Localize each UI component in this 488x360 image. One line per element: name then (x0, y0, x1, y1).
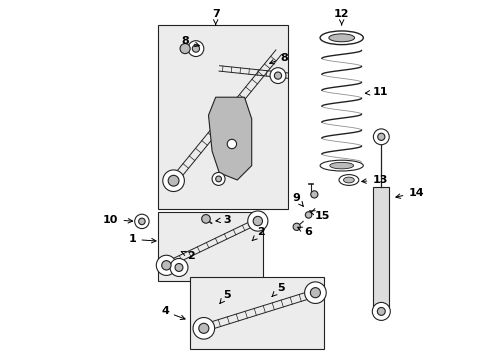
Circle shape (215, 176, 221, 182)
Ellipse shape (328, 34, 354, 42)
Circle shape (310, 191, 317, 198)
Circle shape (199, 323, 208, 333)
Text: 11: 11 (365, 87, 387, 97)
Circle shape (162, 261, 171, 270)
Ellipse shape (320, 160, 363, 171)
Text: 14: 14 (395, 188, 423, 198)
Circle shape (134, 214, 149, 229)
Text: 5: 5 (271, 283, 284, 297)
Circle shape (253, 216, 262, 226)
Text: 3: 3 (216, 215, 230, 225)
Bar (158, 25, 287, 209)
Circle shape (201, 215, 210, 223)
Circle shape (377, 133, 384, 140)
Circle shape (269, 68, 285, 84)
Text: 8: 8 (269, 53, 287, 64)
Ellipse shape (320, 31, 363, 45)
Circle shape (274, 72, 281, 79)
Circle shape (193, 318, 214, 339)
Circle shape (212, 172, 224, 185)
Text: 10: 10 (103, 215, 132, 225)
Circle shape (180, 44, 190, 54)
Bar (373, 187, 388, 308)
Text: 5: 5 (220, 290, 230, 303)
Text: 2: 2 (181, 251, 194, 261)
Circle shape (247, 211, 267, 231)
Circle shape (170, 258, 187, 276)
Circle shape (187, 41, 203, 57)
Circle shape (304, 282, 325, 303)
Circle shape (227, 139, 236, 149)
Circle shape (168, 175, 179, 186)
Circle shape (373, 129, 388, 145)
Text: 7: 7 (211, 9, 219, 25)
Circle shape (310, 288, 320, 298)
Circle shape (292, 223, 300, 230)
Bar (158, 212, 262, 281)
Text: 2: 2 (252, 227, 264, 241)
Circle shape (305, 212, 311, 218)
Ellipse shape (343, 177, 354, 183)
Text: 9: 9 (292, 193, 303, 206)
Text: 6: 6 (297, 227, 311, 237)
Text: 12: 12 (333, 9, 349, 25)
Circle shape (156, 255, 176, 275)
Text: 4: 4 (161, 306, 185, 320)
Circle shape (371, 302, 389, 320)
Text: 1: 1 (128, 234, 156, 244)
Bar (190, 277, 323, 349)
Ellipse shape (329, 162, 353, 169)
Text: 15: 15 (309, 211, 329, 221)
Text: 13: 13 (361, 175, 387, 185)
Circle shape (192, 45, 199, 52)
Circle shape (377, 307, 385, 315)
Circle shape (163, 170, 184, 192)
Circle shape (139, 218, 145, 225)
Polygon shape (208, 97, 251, 180)
Text: 8: 8 (181, 36, 199, 46)
Ellipse shape (338, 175, 358, 185)
Circle shape (175, 264, 183, 271)
